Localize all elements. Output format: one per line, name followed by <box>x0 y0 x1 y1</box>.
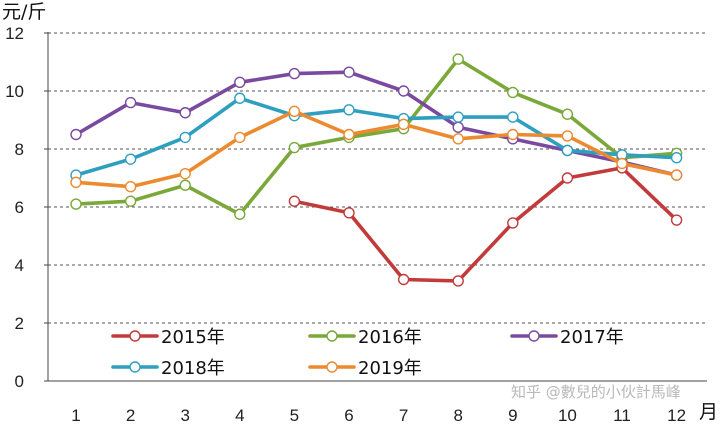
legend-swatch-marker <box>528 330 540 342</box>
data-point-2019年-5 <box>288 105 301 118</box>
legend-label: 2017年 <box>560 327 624 348</box>
data-point-2018年-10 <box>561 144 574 157</box>
legend-swatch-marker <box>129 361 141 373</box>
grid-lines <box>48 32 707 324</box>
data-point-2019年-4 <box>234 131 246 144</box>
data-point-2015年-8 <box>452 275 464 287</box>
x-tick-label-6: 6 <box>344 406 353 424</box>
data-point-2019年-1 <box>70 176 82 189</box>
data-point-2017年-3 <box>179 107 191 119</box>
data-point-2018年-2 <box>124 153 137 165</box>
y-tick-label-10: 10 <box>5 82 24 101</box>
data-point-2019年-12 <box>670 169 683 181</box>
data-point-2019年-9 <box>507 128 519 141</box>
legend-label: 2016年 <box>358 327 422 348</box>
data-point-2017年-6 <box>343 66 355 78</box>
x-tick-label-1: 1 <box>71 406 80 424</box>
data-point-2015年-9 <box>507 217 519 229</box>
y-tick-label-2: 2 <box>15 314 24 333</box>
data-point-2017年-8 <box>452 121 464 133</box>
data-point-2015年-6 <box>343 207 355 219</box>
legend-swatch-marker <box>326 330 338 342</box>
series-line-2019年 <box>74 109 679 189</box>
data-point-2015年-7 <box>397 273 410 286</box>
series-line-2016年 <box>74 57 679 217</box>
data-point-2015年-10 <box>561 172 574 184</box>
data-point-2017年-5 <box>288 67 301 80</box>
legend-item-2018年: 2018年 <box>111 358 225 379</box>
data-point-2018年-4 <box>234 92 246 104</box>
x-tick-label-8: 8 <box>453 406 462 424</box>
data-point-2019年-6 <box>343 128 355 141</box>
legend-swatch-marker <box>326 361 338 373</box>
series-2019年 <box>70 105 683 193</box>
data-point-2017年-4 <box>234 76 246 89</box>
data-point-2017年-7 <box>397 85 410 97</box>
series-2017年 <box>70 66 683 181</box>
series-2016年 <box>70 53 683 220</box>
series-2018年 <box>70 92 683 181</box>
data-point-2018年-12 <box>670 151 683 164</box>
data-point-2019年-2 <box>124 180 137 193</box>
data-point-2016年-10 <box>561 108 574 120</box>
legend-item-2016年: 2016年 <box>308 327 422 348</box>
watermark: 知乎 @數兒的小伙計馬峰 <box>511 383 681 401</box>
legend-item-2015年: 2015年 <box>111 327 225 348</box>
legend: 2015年 2016年 2017年 2018年 2019年 <box>111 327 624 379</box>
series-2015年 <box>288 162 683 287</box>
legend-item-2019年: 2019年 <box>308 358 422 379</box>
data-point-2016年-4 <box>234 208 246 220</box>
data-point-2018年-3 <box>179 131 191 144</box>
data-point-2016年-2 <box>124 195 137 207</box>
data-point-2016年-9 <box>507 86 519 99</box>
data-point-2019年-7 <box>397 118 410 131</box>
data-point-2018年-9 <box>507 111 519 123</box>
x-tick-label-9: 9 <box>508 406 517 424</box>
y-tick-label-4: 4 <box>15 256 24 275</box>
legend-label: 2019年 <box>358 358 422 379</box>
data-point-2015年-5 <box>288 195 301 207</box>
data-point-2016年-3 <box>179 179 191 191</box>
data-point-2019年-11 <box>616 157 628 170</box>
x-tick-label-2: 2 <box>126 406 135 424</box>
data-point-2017年-1 <box>70 128 82 141</box>
y-axis-unit-label: 元/斤 <box>2 1 46 23</box>
data-point-2016年-1 <box>70 198 82 210</box>
legend-label: 2018年 <box>161 358 225 379</box>
y-tick-label-6: 6 <box>15 198 24 217</box>
x-tick-label-4: 4 <box>235 406 244 424</box>
series-lines <box>70 53 683 287</box>
series-line-2017年 <box>74 70 679 177</box>
data-point-2017年-2 <box>124 96 137 109</box>
x-tick-label-12: 12 <box>667 406 686 424</box>
y-tick-label-8: 8 <box>15 140 24 159</box>
x-tick-label-10: 10 <box>558 406 577 424</box>
y-tick-label-12: 12 <box>5 24 24 43</box>
series-line-2018年 <box>74 96 679 177</box>
data-point-2019年-3 <box>179 167 191 180</box>
x-axis-unit-label: 月 <box>699 401 718 423</box>
data-point-2019年-10 <box>561 130 574 142</box>
data-point-2016年-8 <box>452 53 464 65</box>
x-tick-label-7: 7 <box>399 406 408 424</box>
data-point-2015年-12 <box>670 214 683 226</box>
data-point-2018年-8 <box>452 111 464 123</box>
x-tick-label-11: 11 <box>613 406 631 424</box>
legend-label: 2015年 <box>161 327 225 348</box>
x-tick-label-3: 3 <box>180 406 189 424</box>
legend-item-2017年: 2017年 <box>510 327 624 348</box>
data-point-2018年-6 <box>343 104 355 116</box>
series-line-2015年 <box>292 166 679 283</box>
legend-swatch-marker <box>129 330 141 342</box>
x-tick-label-5: 5 <box>290 406 299 424</box>
data-point-2016年-5 <box>288 141 301 154</box>
data-point-2019年-8 <box>452 133 464 145</box>
y-tick-label-0: 0 <box>15 372 24 391</box>
